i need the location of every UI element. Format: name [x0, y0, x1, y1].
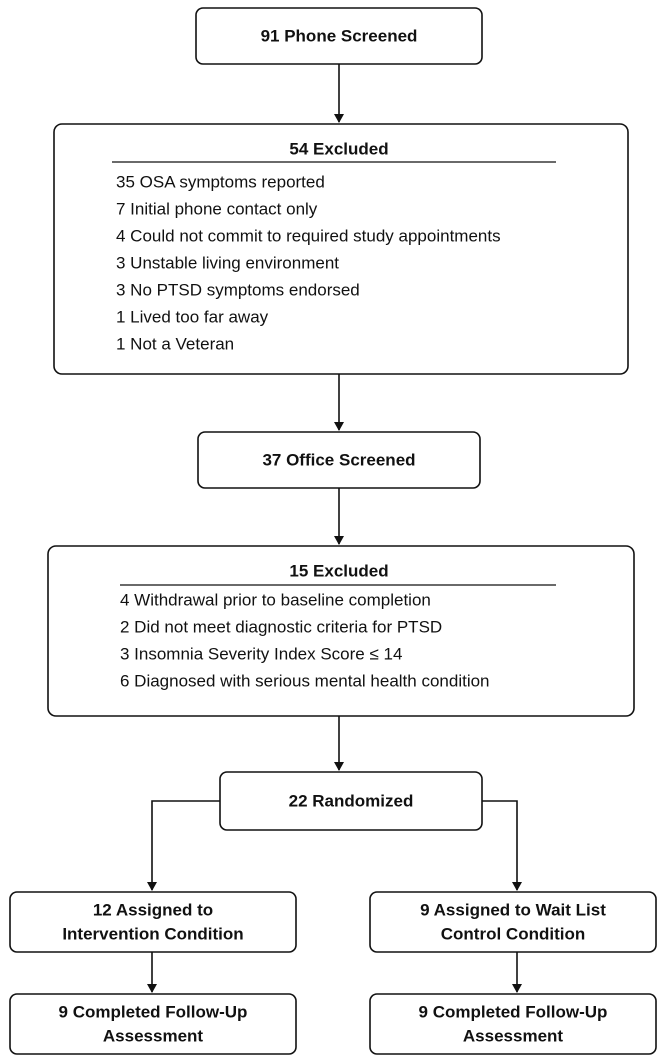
box	[197, 431, 481, 489]
box-label: 37 Office Screened	[262, 450, 415, 469]
exclusion-item: 3 Unstable living environment	[116, 253, 339, 272]
box	[47, 545, 635, 717]
box-label: Assessment	[103, 1026, 204, 1045]
box-label: 91 Phone Screened	[261, 26, 418, 45]
box-label: 22 Randomized	[289, 791, 414, 810]
box-label: Assessment	[463, 1026, 564, 1045]
box-label: Intervention Condition	[62, 924, 243, 943]
box	[9, 993, 297, 1055]
box-label: 12 Assigned to	[93, 900, 213, 919]
exclusion-item: 1 Not a Veteran	[116, 334, 234, 353]
exclusion-item: 35 OSA symptoms reported	[116, 172, 325, 191]
item-list: 4 Withdrawal prior to baseline completio…	[120, 590, 490, 690]
box	[53, 123, 629, 375]
exclusion-item: 4 Withdrawal prior to baseline completio…	[120, 590, 431, 609]
box	[219, 771, 483, 831]
exclusion-item: 4 Could not commit to required study app…	[116, 226, 501, 245]
box	[369, 891, 657, 953]
box	[369, 993, 657, 1055]
exclusion-item: 1 Lived too far away	[116, 307, 269, 326]
exclusion-item: 6 Diagnosed with serious mental health c…	[120, 671, 490, 690]
box-title: 15 Excluded	[289, 561, 388, 580]
item-list: 35 OSA symptoms reported 7 Initial phone …	[116, 172, 501, 353]
exclusion-item: 3 Insomnia Severity Index Score ≤ 14	[120, 644, 402, 663]
arrow	[147, 800, 220, 891]
exclusion-item: 2 Did not meet diagnostic criteria for P…	[120, 617, 442, 636]
box-label: 9 Assigned to Wait List	[420, 900, 606, 919]
box	[195, 7, 483, 65]
exclusion-item: 3 No PTSD symptoms endorsed	[116, 280, 360, 299]
exclusion-item: 7 Initial phone contact only	[116, 199, 318, 218]
box-label: 9 Completed Follow-Up	[59, 1002, 248, 1021]
box-title: 54 Excluded	[289, 139, 388, 158]
box-label: 9 Completed Follow-Up	[419, 1002, 608, 1021]
box-label: Control Condition	[441, 924, 585, 943]
arrow	[482, 800, 522, 891]
box	[9, 891, 297, 953]
